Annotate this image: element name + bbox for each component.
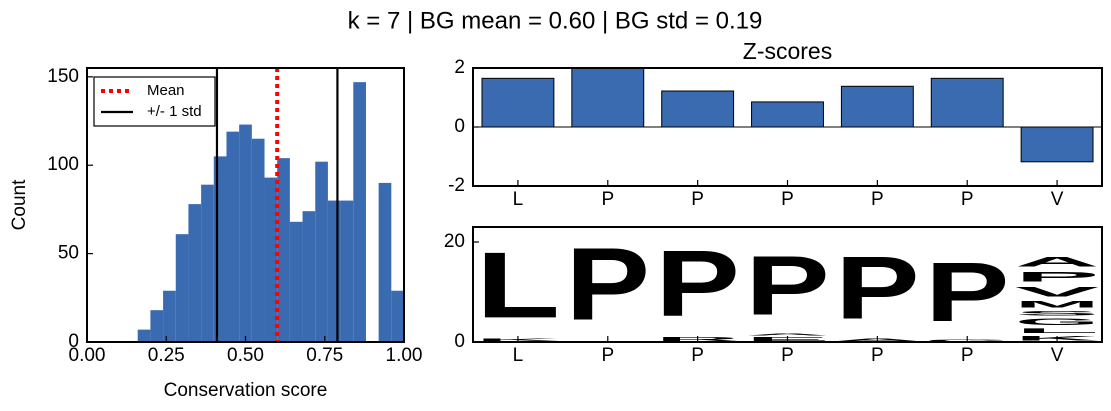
histogram-bar <box>239 124 252 342</box>
histogram-bar <box>264 177 278 342</box>
bar <box>661 90 735 128</box>
histogram-bar <box>302 211 316 342</box>
histogram-bar <box>353 82 366 342</box>
x-tick-label: V <box>1051 345 1064 366</box>
bar <box>571 67 645 128</box>
logo-letters: KLPRPEAPAPGPKLGSMVPA <box>476 228 1100 342</box>
x-tick-label: P <box>691 345 704 366</box>
x-tick-label: P <box>871 189 884 210</box>
y-tick-label: 2 <box>454 57 465 78</box>
legend-label: Mean <box>147 82 185 99</box>
x-tick-label: L <box>513 345 524 366</box>
bar <box>840 85 914 128</box>
x-tick-label: 0.50 <box>227 345 264 366</box>
legend: Mean +/- 1 std <box>93 76 216 127</box>
x-tick-label: P <box>871 345 884 366</box>
histogram-bar <box>201 184 214 342</box>
x-tick-label: 1.00 <box>386 345 423 366</box>
histogram-bar <box>391 290 404 342</box>
logo-letter: P <box>655 230 739 335</box>
y-tick-label: 100 <box>47 154 79 175</box>
y-tick-label: 150 <box>47 66 79 87</box>
x-tick-label: P <box>691 189 704 210</box>
histogram-bar <box>378 182 392 342</box>
logo-letter: M <box>1015 300 1099 310</box>
x-tick-label: P <box>961 345 974 366</box>
y-tick-label: 20 <box>444 231 465 252</box>
y-tick-label: -2 <box>448 175 465 196</box>
logo-letter: P <box>925 244 1009 339</box>
histogram-bar <box>137 329 151 342</box>
x-tick-label: L <box>513 189 524 210</box>
logo-letter: A <box>745 333 829 336</box>
logo-letter: P <box>745 237 829 332</box>
histogram-bar <box>188 204 202 342</box>
y-axis-label: Count <box>9 179 30 230</box>
logo-letter: L <box>476 233 560 338</box>
y-tick-label: 0 <box>68 331 79 352</box>
x-tick-label: P <box>961 189 974 210</box>
histogram-bar <box>327 200 341 342</box>
y-tick-label: 0 <box>454 331 465 352</box>
x-tick-label: P <box>601 189 614 210</box>
bar <box>930 77 1004 128</box>
x-tick-label: 0.25 <box>148 345 185 366</box>
logo-letter: S <box>1015 310 1099 317</box>
x-tick-label: V <box>1051 189 1064 210</box>
logo-letter: G <box>1015 317 1099 327</box>
x-axis-label: Conservation score <box>164 380 328 401</box>
bar <box>751 101 824 128</box>
axes-title: Z-scores <box>743 38 832 64</box>
logo-letter: L <box>1015 327 1099 335</box>
x-tick-label: P <box>781 189 794 210</box>
y-tick-label: 50 <box>58 243 79 264</box>
logo-letter: A <box>1015 254 1099 269</box>
legend-label: +/- 1 std <box>147 103 202 120</box>
logo-letter: V <box>1015 284 1099 299</box>
bar <box>1020 126 1094 163</box>
histogram-bar <box>315 161 328 342</box>
x-tick-label: P <box>601 345 614 366</box>
x-tick-label: 0.75 <box>306 345 343 366</box>
logo-letter: P <box>566 228 650 342</box>
histogram-bar <box>150 310 164 342</box>
histogram-bar <box>340 200 354 342</box>
bar <box>481 77 555 128</box>
legend-box <box>93 76 216 127</box>
logo-letter: P <box>835 238 919 337</box>
histogram-bar <box>163 290 176 342</box>
histogram-bar <box>251 138 265 342</box>
histogram-bar <box>213 156 227 342</box>
histogram-bar <box>277 158 290 342</box>
histogram-bar <box>226 131 240 342</box>
logo-letter: P <box>1015 270 1099 285</box>
x-tick-label: 0.00 <box>69 345 106 366</box>
x-tick-label: P <box>781 345 794 366</box>
histogram-bar <box>289 221 303 342</box>
histogram-bar <box>175 234 189 342</box>
figure-title: k = 7 | BG mean = 0.60 | BG std = 0.19 <box>348 7 763 34</box>
y-tick-label: 0 <box>454 116 465 137</box>
